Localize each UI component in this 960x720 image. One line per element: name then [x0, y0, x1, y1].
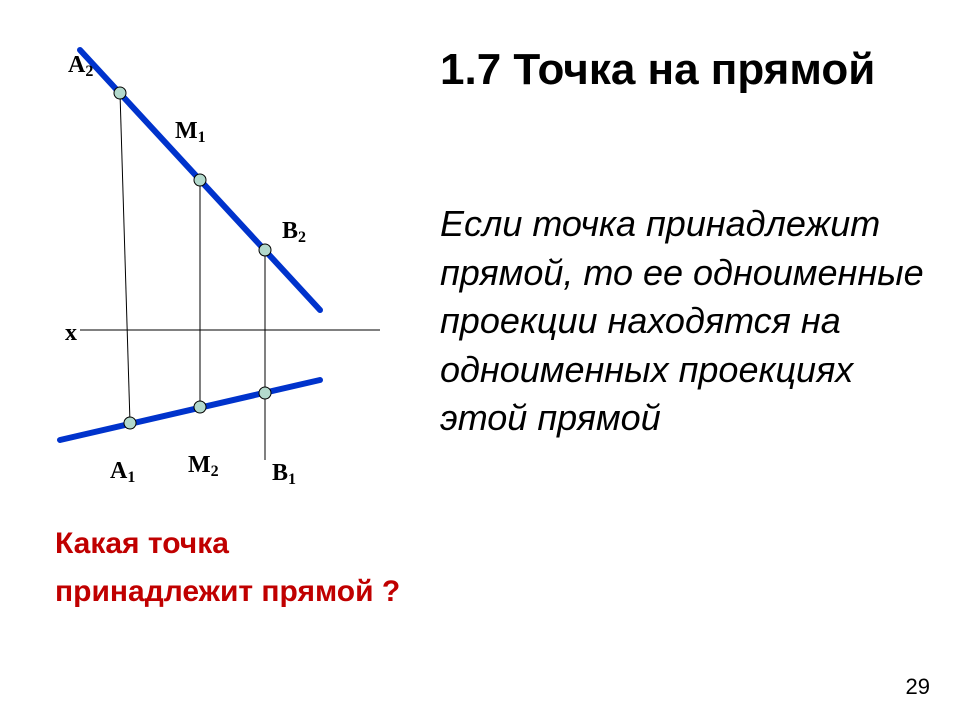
slide-page: А2М1В2А1М2В1 х Какая точка принадлежит п…	[0, 0, 960, 720]
question-text: Какая точка принадлежит прямой ?	[55, 520, 405, 616]
page-number: 29	[906, 674, 930, 700]
verticals	[120, 93, 265, 460]
svg-text:М2: М2	[188, 452, 219, 480]
question-mark: ?	[374, 575, 401, 608]
svg-text:В1: В1	[272, 460, 296, 488]
projection-diagram: А2М1В2А1М2В1 х	[20, 30, 420, 510]
line-lower	[60, 380, 320, 440]
labels: А2М1В2А1М2В1	[68, 52, 306, 488]
x-axis-label: х	[65, 320, 77, 346]
diagram-svg: А2М1В2А1М2В1 х	[20, 30, 420, 510]
section-title: 1.7 Точка на прямой	[440, 45, 940, 96]
svg-text:М1: М1	[175, 118, 206, 146]
svg-text:А1: А1	[110, 458, 135, 486]
question-line2: принадлежит прямой	[55, 575, 374, 608]
question-line1: Какая точка	[55, 527, 229, 560]
svg-text:В2: В2	[282, 218, 306, 246]
body-text: Если точка принадлежит прямой, то ее одн…	[440, 200, 940, 443]
